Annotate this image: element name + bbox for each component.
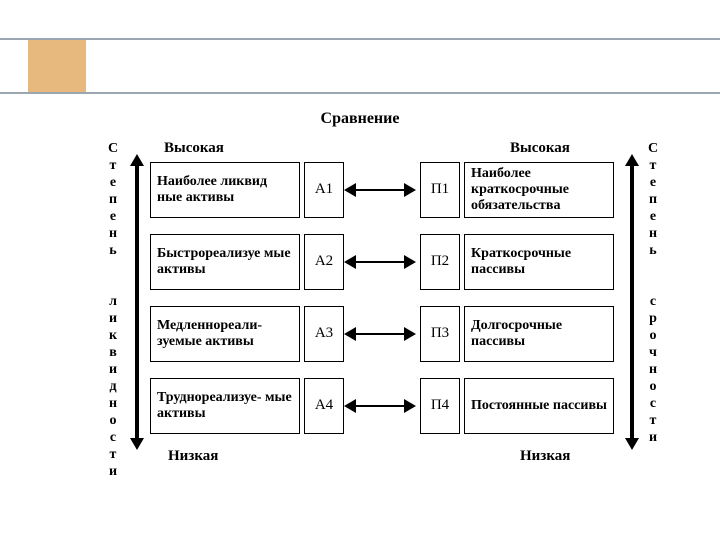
scale-low-left: Низкая [168,448,218,465]
liability-code: П2 [420,234,460,290]
comparison-row: Быстрореализуе мые активы А2 П2 Краткоср… [150,234,620,290]
double-arrow-icon [344,306,416,362]
comparison-row: Медленнореали- зуемые активы А3 П3 Долго… [150,306,620,362]
scale-high-right: Высокая [510,140,570,157]
liability-code: П1 [420,162,460,218]
double-arrow-icon [344,234,416,290]
urgency-axis-arrow [625,154,639,450]
liability-text: Долгосрочные пассивы [464,306,614,362]
asset-text: Труднореализуе- мые активы [150,378,300,434]
liability-text: Наиболее краткосрочные обязательства [464,162,614,218]
top-rule [0,38,720,40]
asset-text: Наиболее ликвид ные активы [150,162,300,218]
asset-text: Быстрореализуе мые активы [150,234,300,290]
mid-rule [0,92,720,94]
liability-text: Краткосрочные пассивы [464,234,614,290]
diagram-title: Сравнение [0,110,720,128]
asset-code: А3 [304,306,344,362]
liquidity-axis-arrow [130,154,144,450]
liability-code: П3 [420,306,460,362]
right-vertical-label: Степеньсрочности [646,140,660,446]
liability-code: П4 [420,378,460,434]
comparison-row: Наиболее ликвид ные активы А1 П1 Наиболе… [150,162,620,218]
asset-code: А4 [304,378,344,434]
scale-low-right: Низкая [520,448,570,465]
liability-text: Постоянные пассивы [464,378,614,434]
double-arrow-icon [344,378,416,434]
asset-code: А1 [304,162,344,218]
asset-text: Медленнореали- зуемые активы [150,306,300,362]
comparison-row: Труднореализуе- мые активы А4 П4 Постоян… [150,378,620,434]
slide-accent [28,40,86,92]
scale-high-left: Высокая [164,140,224,157]
asset-code: А2 [304,234,344,290]
left-vertical-label: Степеньликвидности [106,140,120,480]
double-arrow-icon [344,162,416,218]
